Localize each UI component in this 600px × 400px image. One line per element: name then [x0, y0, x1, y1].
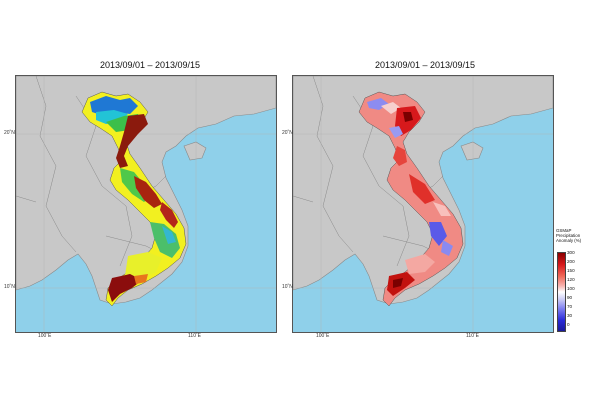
right-map-title: 2013/09/01 – 2013/09/15	[374, 60, 476, 70]
legend-tick-150: 150	[567, 268, 575, 273]
legend-tick-300: 300	[567, 250, 575, 255]
left-map	[15, 75, 277, 333]
right-map-canvas	[293, 76, 553, 332]
legend-color-bar	[557, 252, 566, 332]
left-zone-highland-green	[150, 222, 180, 258]
right-zone-highland-blue2	[441, 240, 453, 256]
legend-tick-100: 100	[567, 286, 575, 291]
left-zone-south-yellow	[124, 252, 162, 282]
right-zone-delta-dark	[403, 112, 413, 122]
legend-title: GSMaP Precipitation Anomaly (%)	[556, 228, 581, 243]
left-hainan	[183, 141, 207, 161]
right-lon-label-110: 110˚E	[466, 333, 479, 339]
left-lon-label-100: 100˚E	[38, 333, 52, 339]
left-zone-coast-red	[160, 202, 178, 228]
right-zone-north-pale	[381, 102, 401, 114]
legend-tick-30: 30	[567, 313, 573, 318]
right-borders	[293, 76, 444, 267]
legend-title-line-2: Precipitation	[556, 233, 581, 238]
right-zone-south-dark	[393, 278, 403, 288]
right-lon-label-100: 100˚E	[316, 333, 330, 339]
left-zone-delta-red	[116, 114, 148, 168]
right-lat-label-10: 10˚N	[282, 284, 293, 290]
legend-title-line-3: Anomaly (%)	[556, 238, 582, 243]
left-lat-label-10: 10˚N	[4, 284, 15, 290]
left-zone-central-red	[134, 176, 162, 208]
right-grid	[293, 76, 553, 332]
left-lon-label-110: 110˚E	[188, 333, 201, 339]
left-map-canvas	[16, 76, 276, 332]
right-zone-central-red2	[409, 174, 435, 204]
right-zone-north-blue2	[389, 126, 403, 138]
left-zone-highland-cyan	[162, 226, 176, 244]
right-vietnam-shape	[358, 91, 464, 307]
legend-tick-120: 120	[567, 277, 575, 282]
right-zone-central-red	[393, 146, 407, 166]
legend-tick-90: 90	[567, 295, 573, 300]
left-zone-south-orange	[134, 274, 148, 284]
legend-tick-200: 200	[567, 259, 575, 264]
right-hainan	[460, 141, 484, 161]
legend-tick-70: 70	[567, 304, 573, 309]
left-lat-label-20: 20˚N	[4, 130, 15, 136]
right-map	[292, 75, 554, 333]
right-zone-south-pale	[405, 254, 435, 274]
left-map-title: 2013/09/01 – 2013/09/15	[99, 60, 201, 70]
left-zone-south-red	[108, 274, 142, 302]
legend-tick-0: 0	[567, 322, 570, 327]
right-lat-label-20: 20˚N	[282, 130, 293, 136]
left-zone-north-blue	[90, 96, 138, 116]
left-borders	[16, 76, 167, 267]
right-zone-coast-pale	[433, 202, 451, 216]
left-grid	[16, 76, 276, 332]
legend-title-line-1: GSMaP	[556, 228, 572, 233]
right-zone-highland-blue	[429, 222, 447, 246]
